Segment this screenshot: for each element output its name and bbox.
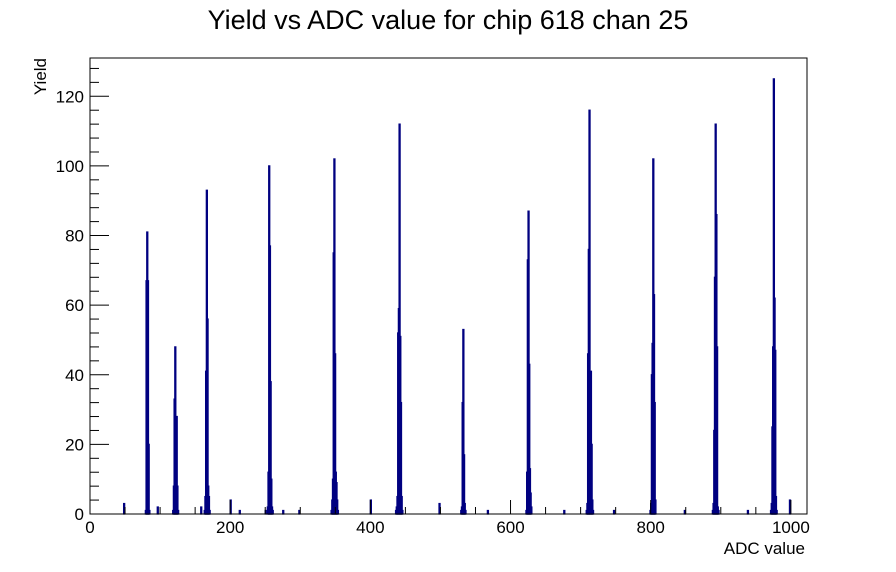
histogram-bar xyxy=(464,509,467,515)
histogram-bar xyxy=(176,485,179,515)
histogram-bar xyxy=(282,509,285,515)
histogram-bar xyxy=(715,346,719,515)
x-tick-label: 1000 xyxy=(772,518,810,537)
histogram-bar xyxy=(563,509,566,515)
x-tick-label: 400 xyxy=(356,518,384,537)
plot-frame xyxy=(89,57,808,515)
histogram-bar xyxy=(438,502,441,515)
histogram-bar xyxy=(208,509,211,515)
y-tick-label: 100 xyxy=(56,157,84,176)
y-tick-label: 60 xyxy=(65,296,84,315)
histogram-bar xyxy=(486,509,490,515)
y-tick-label: 80 xyxy=(65,227,84,246)
histogram-bar xyxy=(156,506,159,515)
y-tick-label: 0 xyxy=(75,505,84,524)
histogram-bar xyxy=(530,506,533,515)
histogram-bar xyxy=(122,502,126,515)
histogram-bar xyxy=(298,509,301,515)
histogram-bar xyxy=(336,509,340,515)
x-tick-label: 800 xyxy=(637,518,665,537)
y-axis-title: Yield xyxy=(31,58,50,95)
x-tick-label: 200 xyxy=(216,518,244,537)
histogram-bar xyxy=(746,509,750,515)
histogram-bar xyxy=(774,349,777,515)
histogram-bar xyxy=(683,509,686,515)
y-tick-label: 20 xyxy=(65,435,84,454)
histogram-bar xyxy=(717,509,720,515)
histogram-bar xyxy=(591,509,595,515)
histogram-bar xyxy=(612,509,616,515)
y-tick-label: 120 xyxy=(56,87,84,106)
x-axis-ticks: 0 200 400 600 800 1000 xyxy=(85,500,810,537)
histogram-bar xyxy=(206,318,209,515)
histogram-bar xyxy=(238,509,241,515)
histogram-bar xyxy=(200,506,203,515)
histogram-bar xyxy=(147,443,150,515)
histogram-bar xyxy=(775,509,778,515)
x-tick-label: 600 xyxy=(496,518,524,537)
histogram-bar xyxy=(401,509,404,515)
x-axis-title: ADC value xyxy=(724,539,805,558)
y-axis-ticks: 0 20 40 60 80 100 120 xyxy=(56,67,109,524)
x-tick-label: 0 xyxy=(85,518,94,537)
histogram-bar xyxy=(654,499,657,515)
histogram-bar xyxy=(271,509,274,515)
chart-title: Yield vs ADC value for chip 618 chan 25 xyxy=(208,5,689,35)
histogram-bar xyxy=(176,509,180,515)
histogram-bar xyxy=(653,401,656,515)
histogram-bar xyxy=(148,509,151,515)
y-tick-label: 40 xyxy=(65,366,84,385)
histogram-bar xyxy=(788,499,792,515)
